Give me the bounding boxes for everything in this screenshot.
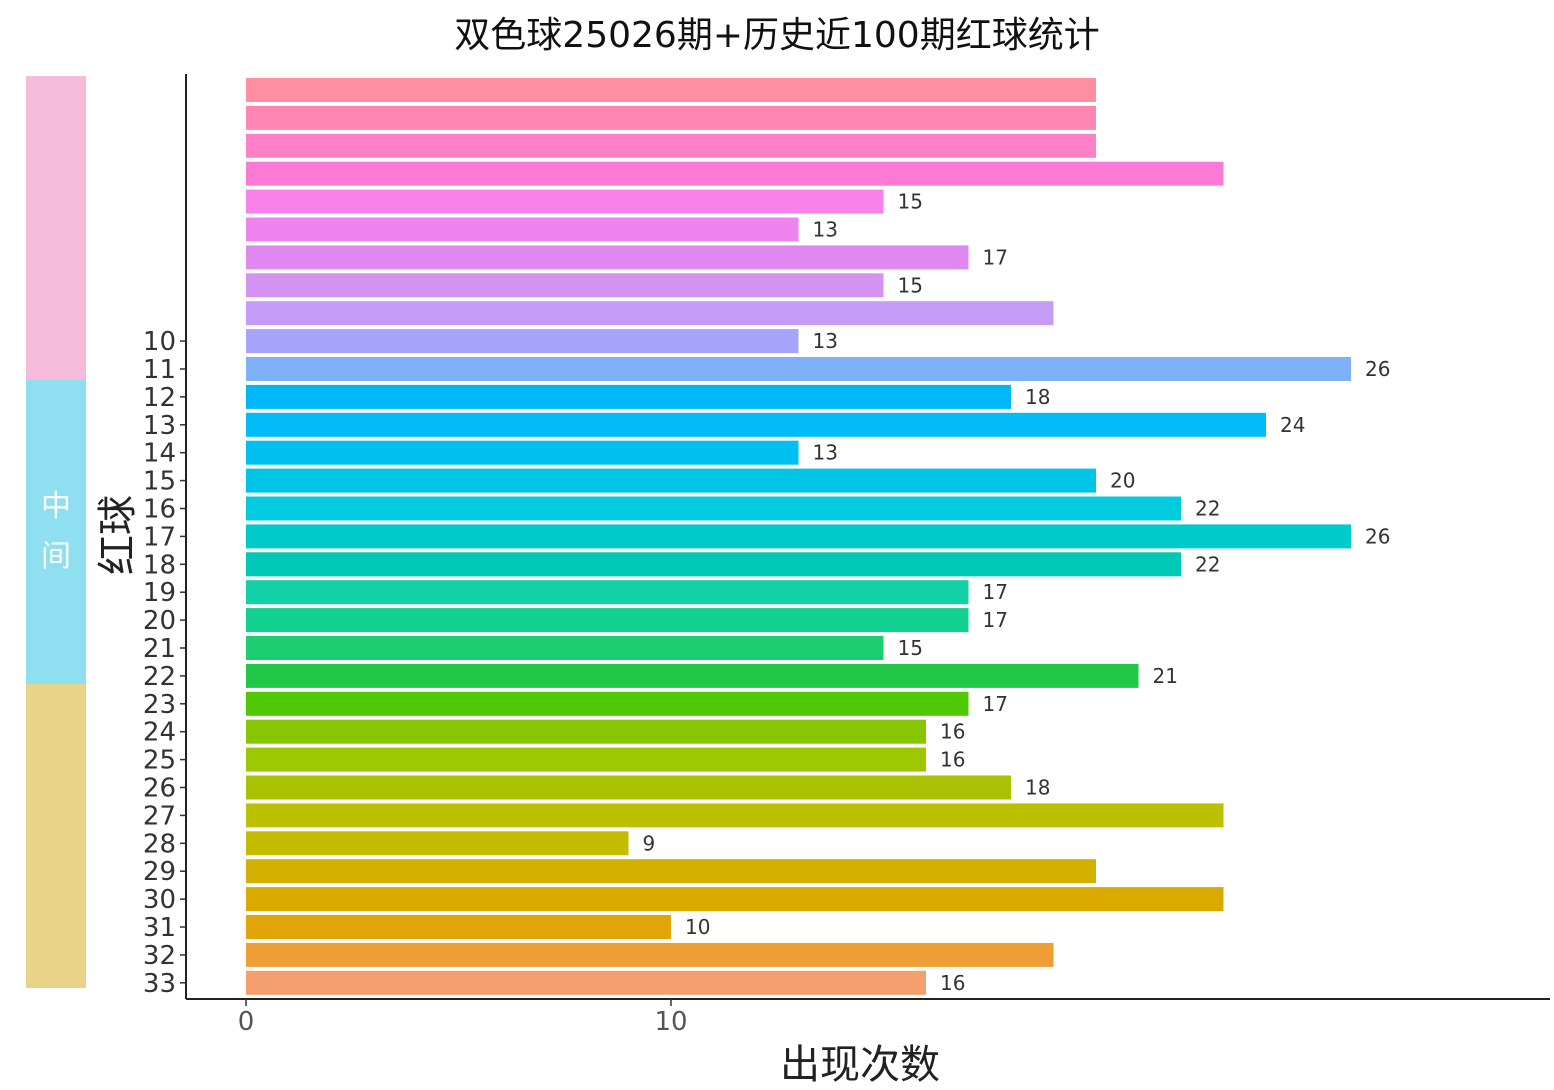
y-tick-label: 11 [143,355,176,385]
bar-value-label: 22 [1195,552,1220,576]
y-tick-label: 22 [143,662,176,692]
y-tick-label: 19 [143,578,176,608]
y-tick-label: 32 [143,941,176,971]
bar [246,691,969,716]
bar-value-label: 16 [940,971,965,995]
bar-value-label: 17 [983,692,1008,716]
x-tick-label: 10 [654,1007,687,1037]
bar-value-label: 16 [940,720,965,744]
bar-value-label: 20 [1110,469,1135,493]
bar-value-label: 9 [643,831,656,855]
bar [246,217,799,242]
bar-value-label: 17 [983,608,1008,632]
bar-value-label: 18 [1025,385,1050,409]
y-tick-label: 17 [143,522,176,552]
bar [246,747,926,772]
zone-band-bottom [26,684,86,988]
bar-value-label: 26 [1365,357,1390,381]
bar [246,468,1096,493]
bar [246,329,799,354]
y-tick-label: 29 [143,857,176,887]
bar-value-label: 22 [1195,497,1220,521]
bar [246,189,884,214]
bar-value-label: 13 [813,441,838,465]
bar [246,831,629,856]
bar-value-label: 17 [983,245,1008,269]
bar-value-label: 21 [1153,664,1178,688]
bar [246,580,969,605]
zone-band-middle-label: 中 间 [41,489,71,574]
bar [246,161,1224,186]
bar-value-label: 15 [898,636,923,660]
y-tick-label: 15 [143,467,176,497]
bar [246,775,1011,800]
bar [246,552,1181,577]
y-tick-label: 23 [143,690,176,720]
bar [246,859,1096,884]
bar [246,915,671,939]
bar-value-label: 10 [685,915,710,939]
bar-value-label: 18 [1025,776,1050,800]
bar [246,384,1011,409]
zone-band-top [26,76,86,380]
zone-band-middle [26,380,86,684]
bar [246,970,926,995]
y-tick-label: 12 [143,383,176,413]
y-tick-label: 33 [143,969,176,999]
bar [246,803,1224,828]
y-tick-label: 30 [143,885,176,915]
bar-value-label: 13 [813,329,838,353]
y-tick-label: 20 [143,606,176,636]
bar [246,357,1351,381]
bar [246,719,926,744]
bar [246,273,884,298]
y-tick-label: 31 [143,913,176,943]
bar-value-label: 15 [898,190,923,214]
bar-value-label: 26 [1365,524,1390,548]
y-tick-label: 25 [143,746,176,776]
bar [246,245,969,270]
bar-value-label: 16 [940,748,965,772]
bar [246,524,1351,549]
y-tick-label: 28 [143,829,176,859]
y-tick-label: 18 [143,550,176,580]
chart-title: 双色球25026期+历史近100期红球统计 [454,15,1100,56]
bar [246,78,1096,102]
y-tick-label: 21 [143,634,176,664]
bar-value-label: 15 [898,273,923,297]
y-tick-label: 27 [143,801,176,831]
bar-value-label: 17 [983,580,1008,604]
bar [246,412,1266,437]
bar [246,301,1054,326]
y-tick-label: 14 [143,439,176,469]
bar [246,440,799,465]
y-tick-label: 13 [143,411,176,441]
bar-value-label: 24 [1280,413,1305,437]
bar [246,105,1096,130]
bar [246,636,884,660]
bar [246,663,1139,688]
bar [246,942,1054,967]
y-tick-label: 10 [143,327,176,357]
bar [246,496,1181,521]
bar [246,608,969,633]
y-tick-label: 16 [143,495,176,525]
bar [246,887,1224,912]
bar [246,133,1096,158]
y-tick-label: 24 [143,718,176,748]
x-tick-label: 0 [238,1007,255,1037]
y-tick-label: 26 [143,774,176,804]
bar-value-label: 13 [813,218,838,242]
